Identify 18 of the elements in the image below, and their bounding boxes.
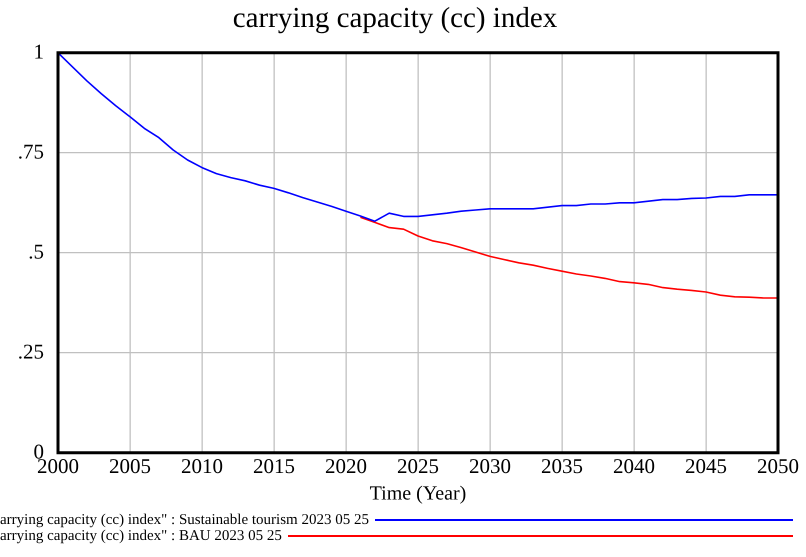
x-tick-label: 2040 [613,454,655,478]
x-tick-label: 2035 [541,454,583,478]
x-tick-label: 2050 [757,454,799,478]
y-tick-label: 1 [34,39,44,64]
x-tick-label: 2025 [397,454,439,478]
y-tick-label: .75 [18,139,44,164]
x-tick-label: 2015 [253,454,295,478]
y-tick-label: .25 [18,339,44,364]
x-tick-label: 2020 [325,454,367,478]
legend-label: arrying capacity (cc) index" : BAU 2023 05 25 [0,528,282,544]
x-tick-label: 2010 [181,454,223,478]
chart-title: carrying capacity (cc) index [232,2,558,34]
x-tick-label: 2005 [109,454,151,478]
legend-label: arrying capacity (cc) index" : Sustainable tourism 2023 05 25 [0,512,369,528]
x-tick-label: 2045 [685,454,727,478]
x-axis-title: Time (Year) [370,482,466,504]
x-tick-label: 2030 [469,454,511,478]
y-tick-label: .5 [28,239,44,264]
